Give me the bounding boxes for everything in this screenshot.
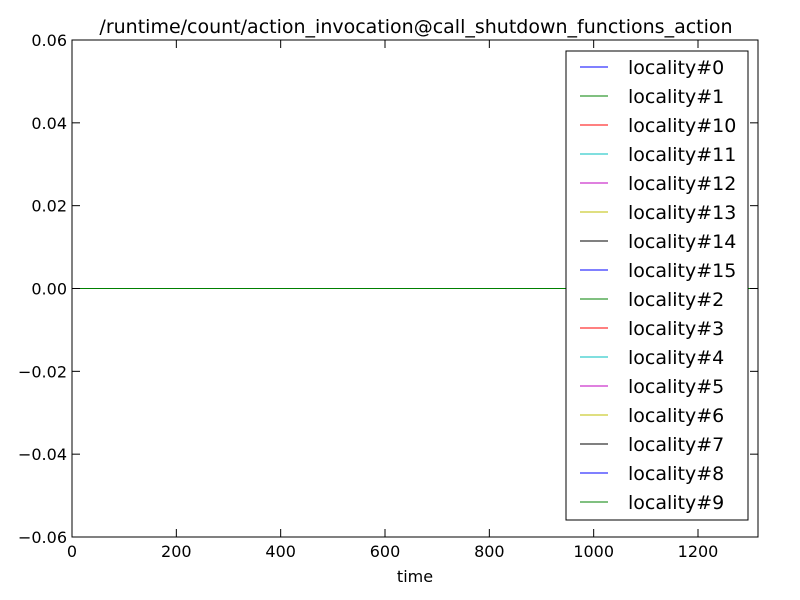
y-tick-label-0: −0.06 (18, 528, 67, 547)
legend-label-6: locality#14 (628, 231, 736, 253)
legend-label-0: locality#0 (628, 57, 724, 79)
legend-entries: locality#0 locality#1 locality#10 locality#… (580, 57, 736, 514)
x-tick-label-3: 600 (370, 542, 401, 561)
legend-label-14: locality#8 (628, 463, 724, 485)
x-tick-label-4: 800 (474, 542, 505, 561)
legend-frame (565, 50, 749, 521)
legend-label-15: locality#9 (628, 492, 724, 514)
legend-label-11: locality#5 (628, 376, 724, 398)
legend-label-1: locality#1 (628, 86, 724, 108)
y-tick-label-6: 0.06 (31, 31, 67, 50)
y-tick-label-5: 0.04 (31, 114, 67, 133)
x-tick-label-5: 1000 (573, 542, 614, 561)
legend-label-7: locality#15 (628, 260, 736, 282)
legend-label-12: locality#6 (628, 405, 724, 427)
y-tick-label-3: 0.00 (31, 280, 67, 299)
plot-frame (71, 39, 759, 538)
x-tick-label-0: 0 (67, 542, 77, 561)
legend-label-2: locality#10 (628, 115, 736, 137)
y-tick-label-2: −0.02 (18, 362, 67, 381)
legend-label-8: locality#2 (628, 289, 724, 311)
legend-label-13: locality#7 (628, 434, 724, 456)
x-tick-label-6: 1200 (678, 542, 719, 561)
legend-label-10: locality#4 (628, 347, 724, 369)
x-axis-label: time (397, 567, 433, 586)
chart-title: /runtime/count/action_invocation@call_sh… (99, 16, 732, 38)
legend-label-5: locality#13 (628, 202, 736, 224)
x-tick-label-2: 400 (265, 542, 296, 561)
legend-label-3: locality#11 (628, 144, 736, 166)
y-tick-label-4: 0.02 (31, 197, 67, 216)
legend-label-9: locality#3 (628, 318, 724, 340)
y-tick-label-1: −0.04 (18, 445, 67, 464)
ticks-layer: 0 200 400 600 800 1000 1200 −0.06 −0.04 −0.02 0.00… (18, 31, 758, 561)
legend-label-4: locality#12 (628, 173, 736, 195)
legend: locality#0 locality#1 locality#10 locality#… (565, 50, 749, 521)
x-tick-label-1: 200 (161, 542, 192, 561)
